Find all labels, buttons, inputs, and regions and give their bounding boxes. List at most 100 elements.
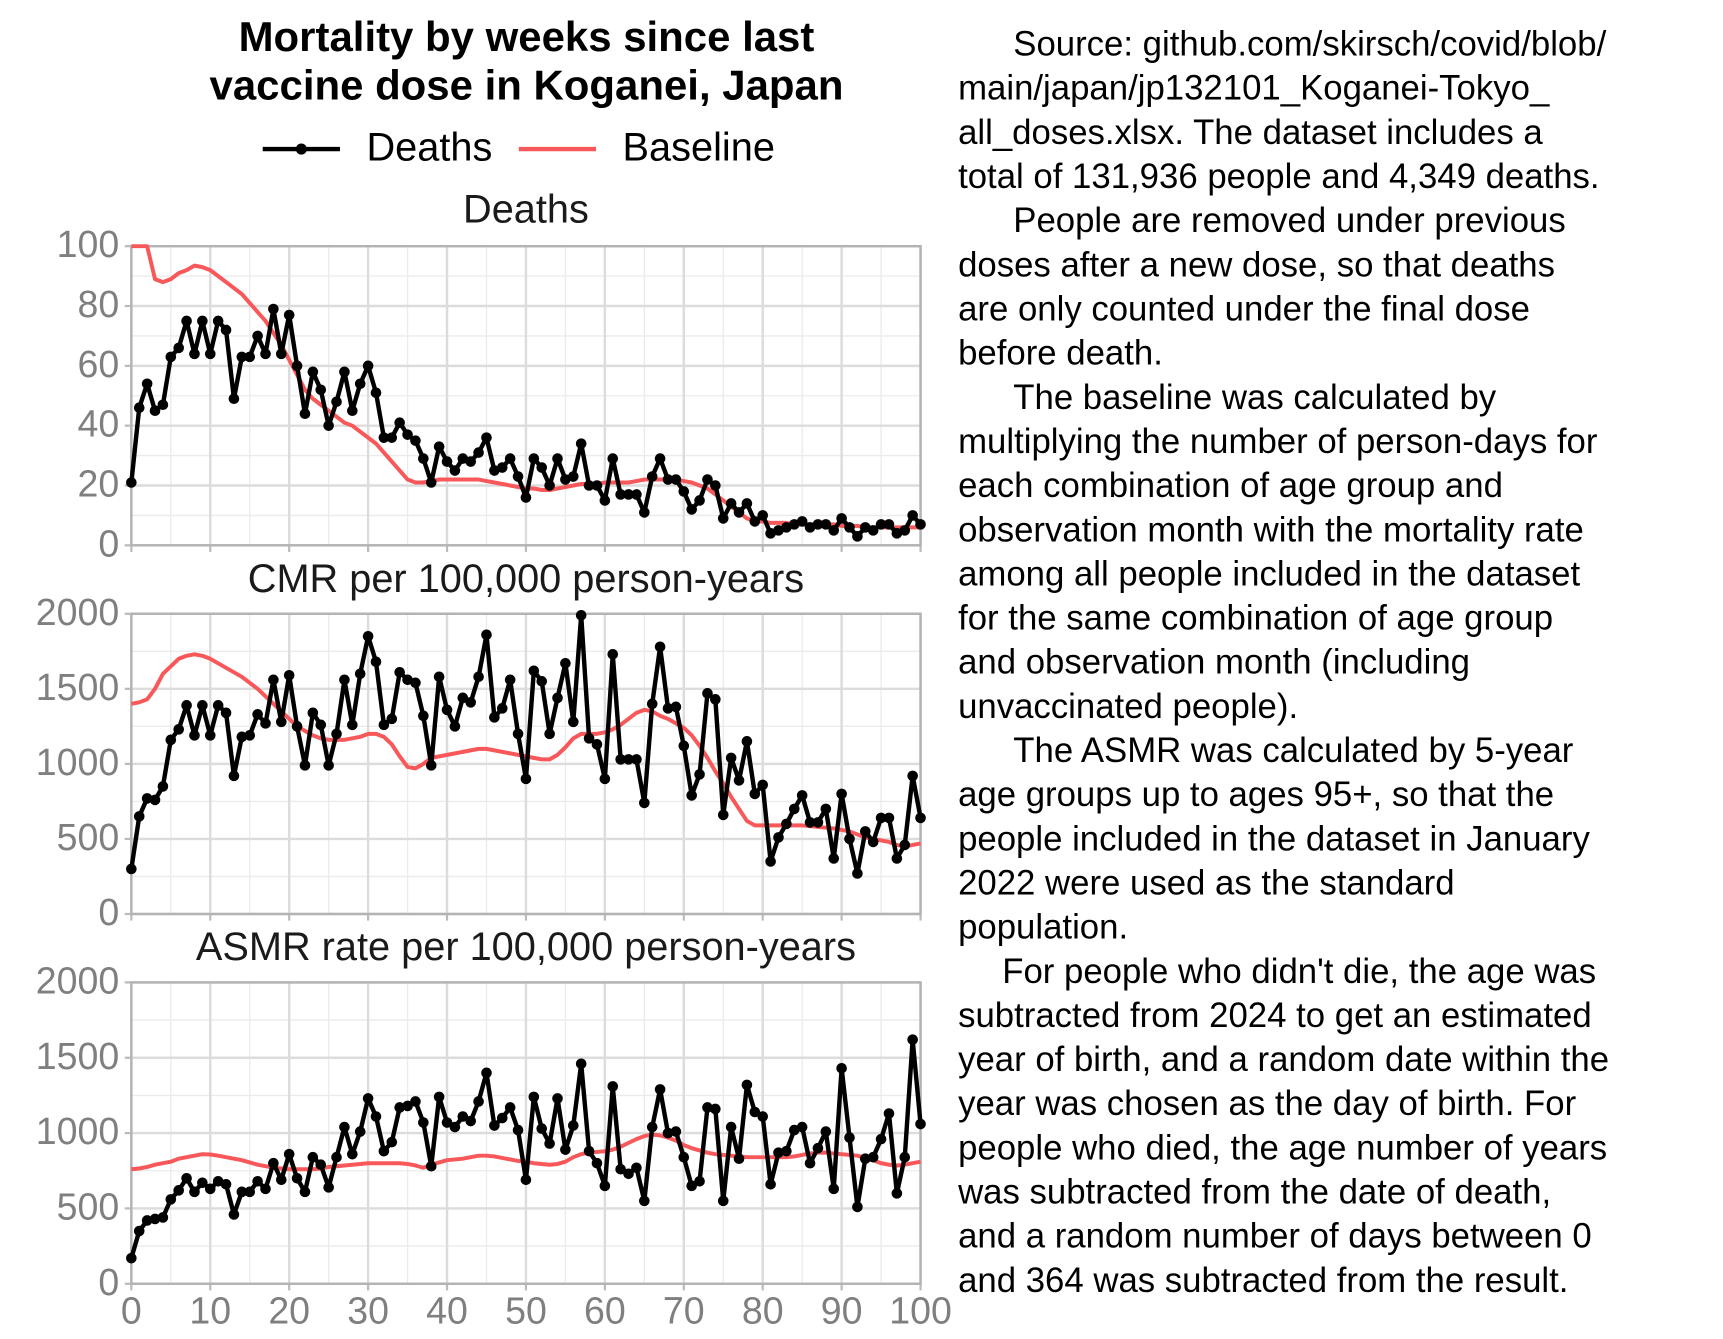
y-tick-label: 0	[98, 1261, 119, 1303]
data-point	[796, 1121, 808, 1133]
note-line: each combination of age group and	[958, 467, 1503, 505]
x-tick-label: 40	[426, 1289, 468, 1331]
note-line: and 364 was subtracted from the result.	[958, 1262, 1568, 1300]
x-tick-label: 90	[821, 1289, 863, 1331]
data-point	[623, 754, 634, 765]
data-point	[347, 719, 358, 731]
y-tick-label: 2000	[36, 591, 119, 633]
data-point	[844, 1132, 855, 1143]
data-point	[654, 453, 666, 464]
data-point	[899, 1151, 911, 1163]
data-point	[670, 701, 682, 713]
note-line: total of 131,936 people and 4,349 deaths…	[958, 158, 1599, 196]
legend-label: Deaths	[366, 126, 492, 170]
data-point	[449, 721, 461, 732]
data-point	[631, 1162, 642, 1174]
data-point	[283, 309, 295, 321]
note-line: all_doses.xlsx. The dataset includes a	[958, 114, 1543, 152]
data-point	[654, 1084, 666, 1095]
data-point	[402, 429, 413, 440]
data-point	[733, 1153, 745, 1164]
data-point	[812, 519, 824, 530]
data-point	[418, 453, 429, 464]
data-point	[568, 471, 579, 482]
data-point	[591, 1157, 603, 1169]
data-point	[425, 1160, 437, 1172]
data-point	[283, 1148, 295, 1160]
data-point	[465, 1115, 477, 1127]
data-point	[386, 432, 398, 443]
data-point	[717, 1195, 729, 1207]
data-point	[552, 692, 563, 704]
note-line: year was chosen as the day of birth. For	[958, 1085, 1576, 1123]
panel-title: ASMR rate per 100,000 person-years	[196, 925, 856, 969]
x-tick-label: 80	[742, 1289, 784, 1331]
data-point	[607, 453, 619, 464]
data-point	[812, 1142, 824, 1154]
data-point	[781, 818, 792, 830]
data-point	[283, 670, 295, 681]
data-point	[433, 441, 445, 452]
panel-border	[130, 244, 922, 547]
data-point	[741, 498, 753, 509]
data-point	[418, 710, 429, 722]
data-point	[725, 498, 737, 509]
data-point	[386, 713, 398, 725]
note-line: year of birth, and a random date within …	[958, 1041, 1609, 1079]
data-point	[654, 641, 666, 653]
data-point	[694, 769, 705, 780]
data-point	[788, 803, 800, 815]
y-tick-label: 100	[57, 223, 120, 265]
data-point	[441, 456, 453, 467]
data-point	[867, 836, 879, 848]
data-point	[694, 1176, 705, 1187]
data-point	[307, 707, 319, 719]
data-point	[370, 387, 382, 399]
note-line: among all people included in the dataset	[958, 555, 1580, 593]
data-point	[544, 480, 555, 491]
data-point	[749, 1106, 761, 1118]
data-point	[315, 1159, 327, 1171]
data-point	[512, 728, 524, 740]
data-point	[662, 1127, 674, 1139]
data-point	[370, 656, 382, 668]
y-tick-label: 2000	[36, 959, 119, 1001]
data-point	[276, 716, 287, 728]
data-point	[607, 1081, 619, 1092]
data-point	[481, 1067, 492, 1079]
data-point	[410, 435, 421, 446]
data-point	[528, 1091, 540, 1103]
data-point	[394, 1102, 405, 1113]
data-point	[907, 510, 918, 521]
data-point	[828, 1183, 840, 1195]
data-point	[915, 812, 926, 824]
data-point	[489, 712, 500, 723]
data-point	[646, 698, 658, 710]
data-point	[828, 853, 840, 864]
data-point	[796, 790, 808, 801]
data-point	[615, 489, 626, 500]
data-point	[702, 688, 713, 699]
data-point	[560, 1144, 571, 1155]
note-line: doses after a new dose, so that deaths	[958, 246, 1555, 284]
y-tick-label: 1500	[36, 1035, 119, 1077]
data-point	[260, 348, 271, 360]
data-point	[733, 507, 745, 518]
data-point	[307, 1151, 319, 1163]
note-line: The ASMR was calculated by 5-year	[1013, 732, 1573, 770]
data-point	[575, 609, 587, 621]
note-line: before death.	[958, 335, 1163, 373]
data-point	[757, 779, 769, 791]
data-point	[133, 402, 145, 414]
note-line: observation month with the mortality rat…	[958, 511, 1584, 549]
data-point	[441, 1117, 453, 1128]
y-tick-label: 40	[77, 403, 119, 445]
data-point	[504, 1102, 516, 1113]
data-point	[339, 366, 350, 378]
note-line: are only counted under the final dose	[958, 291, 1530, 329]
y-tick-label: 500	[57, 816, 120, 858]
data-point	[244, 351, 256, 363]
data-point	[173, 342, 185, 354]
data-point	[883, 519, 895, 530]
